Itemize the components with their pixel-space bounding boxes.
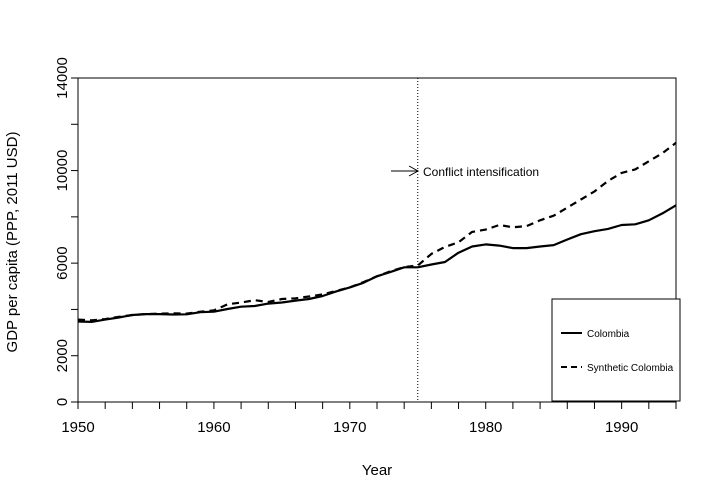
- x-tick-label: 1990: [605, 419, 638, 436]
- legend-label-colombia: Colombia: [587, 329, 630, 340]
- annotation-label: Conflict intensification: [423, 165, 539, 179]
- x-tick-label: 1980: [469, 419, 502, 436]
- x-tick-label: 1960: [197, 419, 230, 436]
- legend-box: [551, 298, 681, 402]
- legend-label-synthetic-colombia: Synthetic Colombia: [587, 363, 674, 374]
- y-tick-label: 2000: [54, 339, 71, 372]
- x-axis-title: Year: [362, 462, 392, 479]
- x-tick-label: 1970: [333, 419, 366, 436]
- y-tick-label: 6000: [54, 246, 71, 279]
- y-tick-label: 0: [54, 398, 71, 406]
- y-tick-label: 10000: [54, 150, 71, 192]
- x-tick-label: 1950: [61, 419, 94, 436]
- plot-layer: [77, 78, 677, 402]
- annotation-arrow-head: [408, 165, 420, 177]
- legend: Colombia Synthetic Colombia: [551, 298, 681, 402]
- annotation-layer: Conflict intensification: [391, 165, 539, 179]
- y-tick-label: 14000: [54, 57, 71, 99]
- series-line-synthetic-colombia: [77, 141, 677, 322]
- y-axis-title: GDP per capita (PPP, 2011 USD): [4, 132, 21, 353]
- axes-layer: 0 2000 6000 10000 14000 1950 1960 1970 1980 1990: [54, 57, 677, 436]
